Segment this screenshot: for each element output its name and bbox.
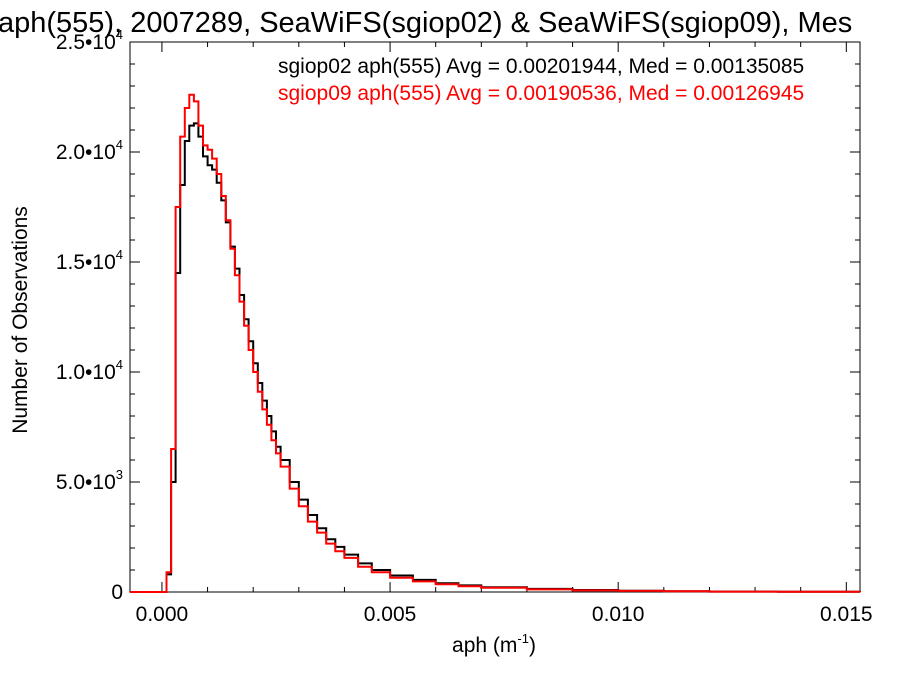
- x-axis-label: aph (m-1): [452, 631, 536, 657]
- y-axis-label: Number of Observations: [9, 206, 32, 434]
- x-axis-label-sup: -1: [517, 631, 529, 646]
- series-line-1: [130, 93, 861, 593]
- x-axis-label-main: aph (m: [452, 634, 517, 657]
- plot-area: 0.000 0.005 0.010 0.015 0 5.0•103 1.0•104 1.5•1…: [56, 27, 873, 626]
- series-line-0: [130, 122, 861, 593]
- chart-title: aph(555), 2007289, SeaWiFS(sgiop02) & Se…: [0, 7, 852, 39]
- annotation-sgiop02: sgiop02 aph(555) Avg = 0.00201944, Med =…: [278, 55, 804, 78]
- x-tick-label: 0.010: [592, 603, 645, 626]
- x-tick-label: 0.000: [136, 603, 189, 626]
- y-tick-label: 1.5•104: [56, 247, 123, 274]
- y-tick-label: 2.0•104: [56, 137, 123, 164]
- y-tick-label: 5.0•103: [56, 467, 123, 494]
- y-tick-label: 2.5•104: [56, 27, 123, 54]
- annotation-sgiop09: sgiop09 aph(555) Avg = 0.00190536, Med =…: [278, 82, 804, 105]
- x-tick-label: 0.005: [364, 603, 417, 626]
- y-tick-label: 1.0•104: [56, 357, 123, 384]
- x-tick-label: 0.015: [820, 603, 873, 626]
- y-tick-label: 0: [111, 581, 123, 604]
- plot-frame: [129, 41, 861, 593]
- x-axis-label-tail: ): [529, 634, 536, 657]
